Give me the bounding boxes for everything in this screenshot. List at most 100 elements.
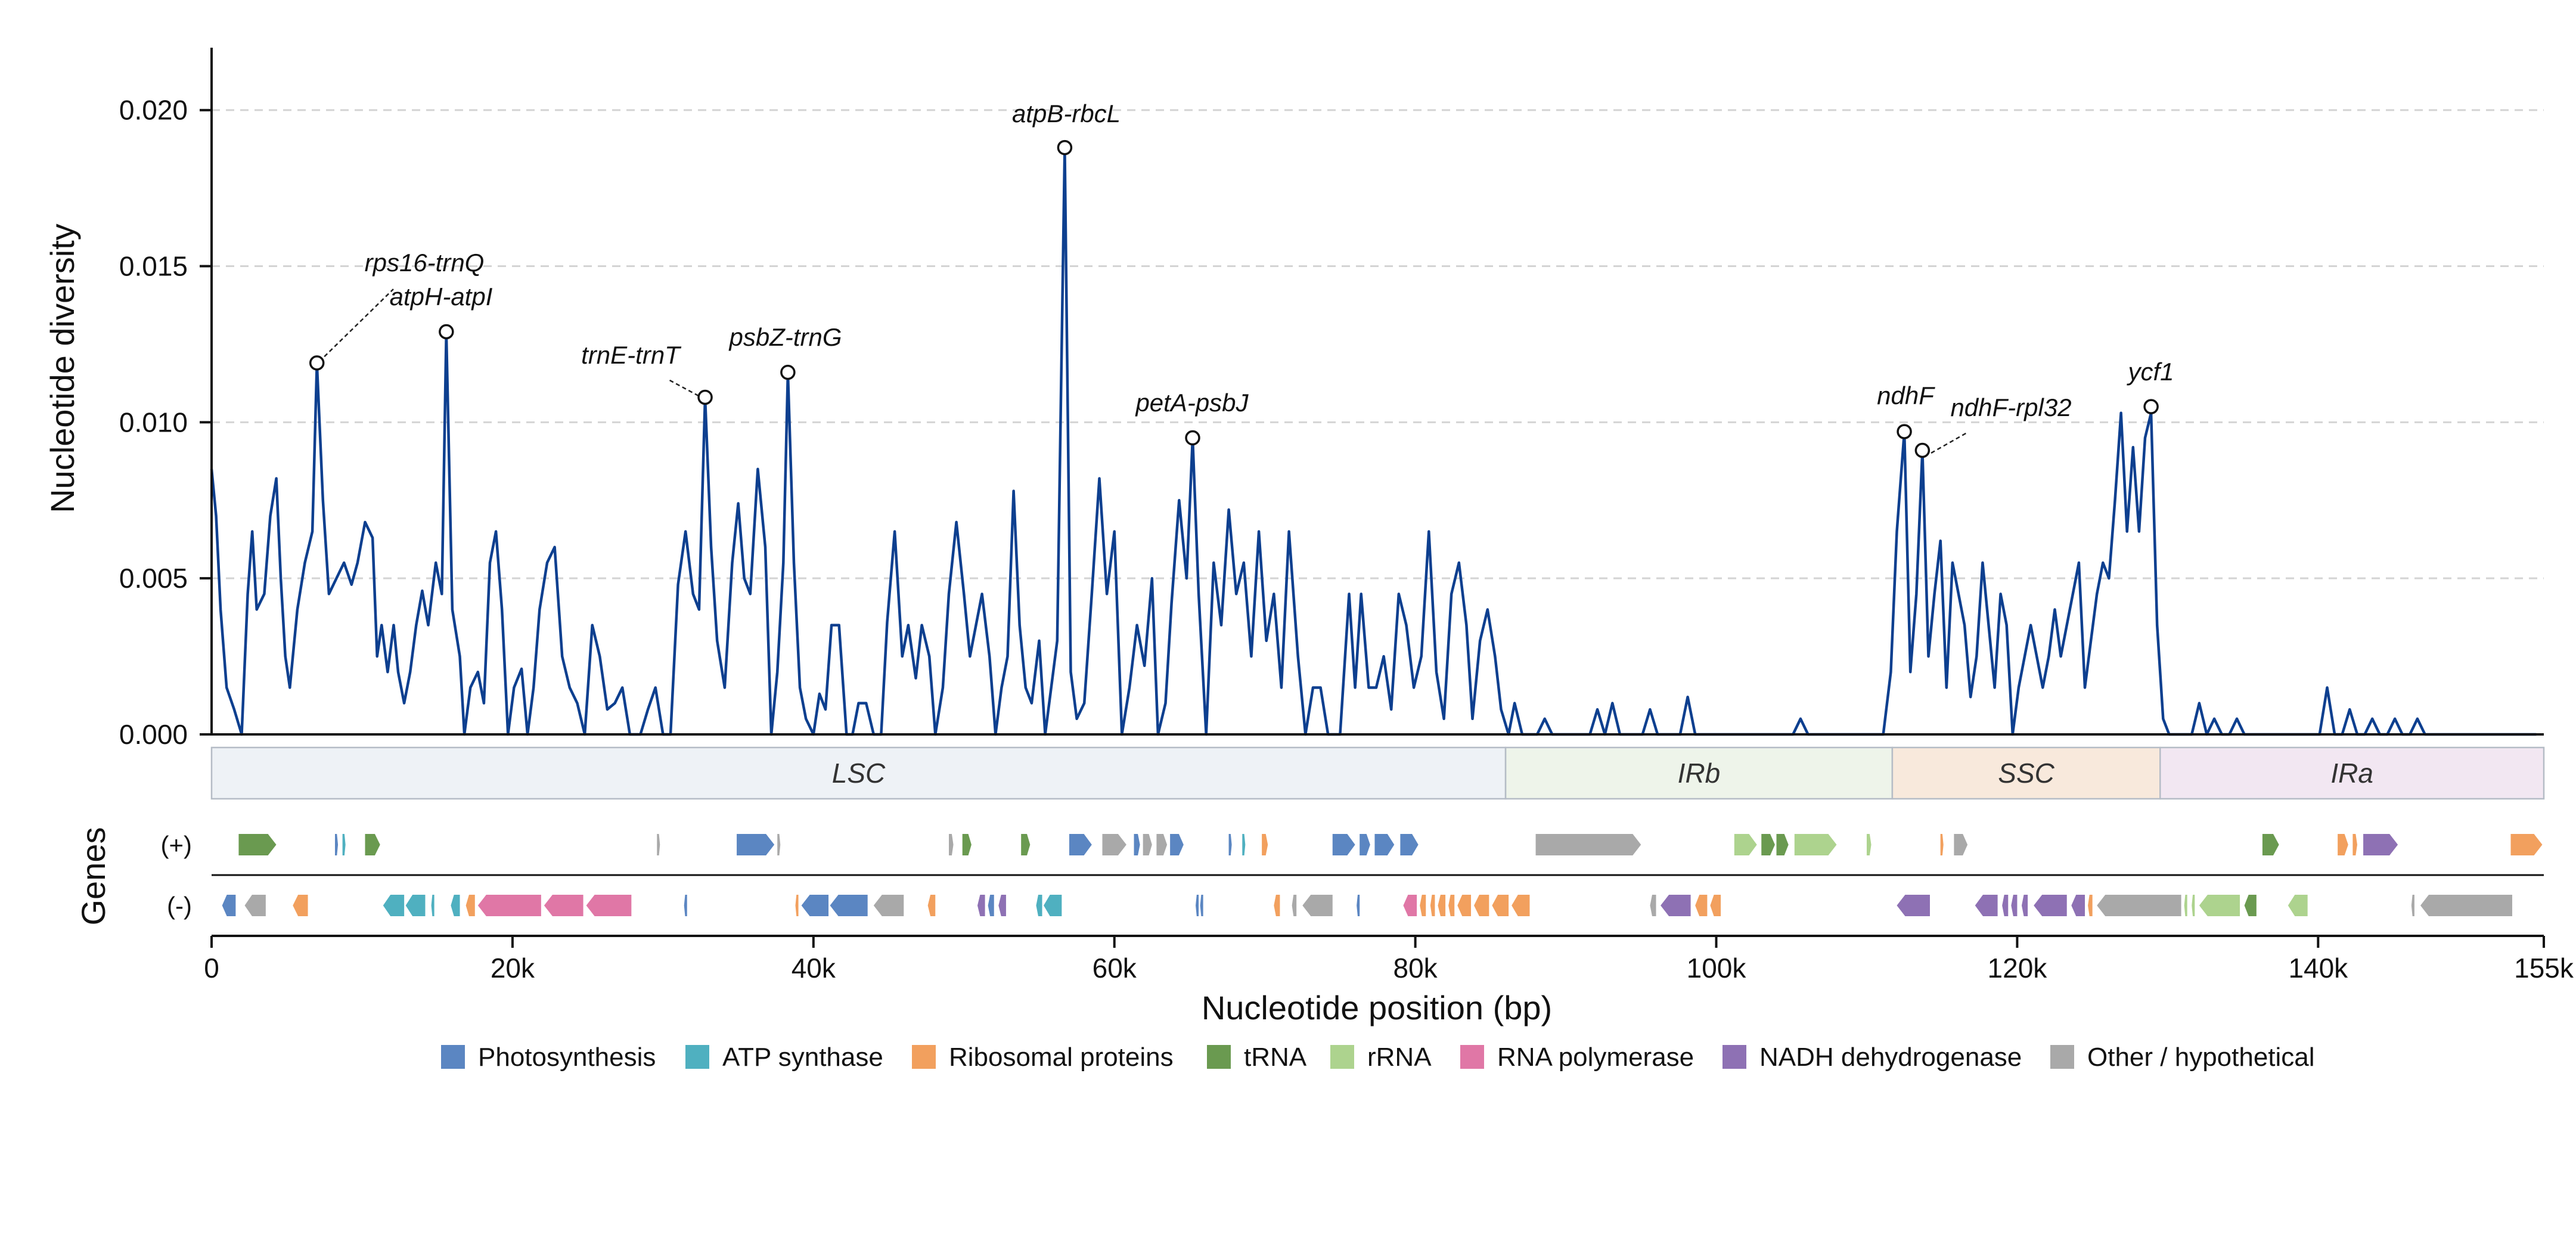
gene-block	[1332, 834, 1355, 855]
legend-swatch	[441, 1045, 465, 1069]
gene-block	[1292, 895, 1297, 916]
gene-block	[586, 895, 632, 916]
legend-swatch	[1330, 1045, 1354, 1069]
legend-label: Photosynthesis	[478, 1043, 656, 1072]
gene-block	[657, 834, 660, 855]
x-axis-title: Nucleotide position (bp)	[1202, 989, 1552, 1026]
legend-swatch	[1460, 1045, 1484, 1069]
gene-block	[244, 895, 266, 916]
peak-marker	[697, 389, 713, 405]
gene-block	[1650, 895, 1656, 916]
gene-block	[405, 895, 426, 916]
gene-block	[1940, 834, 1944, 855]
gene-block	[684, 895, 687, 916]
peak-label: ndhF	[1877, 382, 1935, 410]
gene-block	[977, 895, 985, 916]
gene-block	[1069, 834, 1092, 855]
gene-block	[962, 834, 972, 855]
region-label: LSC	[832, 758, 886, 789]
diversity-line	[210, 146, 2537, 736]
gene-block	[927, 895, 936, 916]
gene-block	[1196, 895, 1199, 916]
gene-block	[1357, 895, 1360, 916]
x-tick-label: 80k	[1393, 953, 1438, 984]
legend-label: Other / hypothetical	[2087, 1043, 2315, 1072]
x-tick-label: 155k	[2514, 953, 2574, 984]
gene-block	[431, 895, 434, 916]
gene-block	[1695, 895, 1708, 916]
y-tick-label: 0.010	[119, 407, 188, 438]
strand-label: (+)	[161, 831, 193, 859]
gene-block	[1262, 834, 1268, 855]
x-tick-label: 100k	[1687, 953, 1747, 984]
legend-swatch	[912, 1045, 936, 1069]
gene-block	[1021, 834, 1031, 855]
peak-label: atpH-atpI	[390, 283, 493, 311]
gene-block	[238, 834, 277, 855]
strand-label: (-)	[167, 892, 192, 920]
gene-block	[1761, 834, 1775, 855]
peak-marker	[2143, 399, 2159, 414]
gene-block	[2288, 895, 2308, 916]
gene-block	[2088, 895, 2093, 916]
gene-block	[1438, 895, 1446, 916]
gene-block	[1400, 834, 1419, 855]
gene-block	[2411, 895, 2414, 916]
gene-block	[2011, 895, 2018, 916]
gene-block	[342, 834, 346, 855]
gene-block	[1512, 895, 1530, 916]
gene-block	[1954, 834, 1968, 855]
legend-label: tRNA	[1244, 1043, 1307, 1072]
legend-swatch	[1207, 1045, 1231, 1069]
peak-label: psbZ-trnG	[728, 323, 842, 351]
gene-block	[2510, 834, 2543, 855]
x-tick-label: 40k	[792, 953, 836, 984]
peak-label: rps16-trnQ	[365, 249, 485, 277]
gene-block	[1374, 834, 1395, 855]
peak-marker	[1057, 139, 1073, 156]
genes-axis-title: Genes	[75, 827, 112, 926]
legend-label: NADH dehydrogenase	[1759, 1043, 2022, 1072]
axes: 0.000 0.005 0.010 0.015 0.020 0 20k 40k 60k 80k 10…	[119, 48, 2574, 984]
region-label: IRb	[1678, 758, 1721, 789]
gene-block	[1535, 834, 1641, 855]
gene-block	[2363, 834, 2398, 855]
gene-block	[1274, 895, 1280, 916]
gene-block	[335, 834, 339, 855]
legend-label: rRNA	[1367, 1043, 1432, 1072]
gene-block	[1403, 895, 1417, 916]
gridlines	[212, 109, 2544, 579]
gene-block	[1200, 895, 1203, 916]
gene-block	[2071, 895, 2085, 916]
gene-block	[1457, 895, 1472, 916]
region-block	[1891, 746, 2161, 800]
gene-block	[2002, 895, 2009, 916]
peak-label: petA-psbJ	[1134, 389, 1249, 417]
gene-block	[795, 895, 799, 916]
gene-block	[383, 895, 405, 916]
gene-block	[465, 895, 475, 916]
gene-block	[1734, 834, 1757, 855]
gene-block	[2021, 895, 2028, 916]
y-tick-label: 0.015	[119, 251, 188, 282]
peak-label: atpB-rbcL	[1012, 100, 1121, 128]
gene-block	[873, 895, 904, 916]
y-tick-label: 0.020	[119, 95, 188, 126]
gene-block	[949, 834, 954, 855]
legend-label: RNA polymerase	[1497, 1043, 1694, 1072]
gene-block	[1170, 834, 1184, 855]
gene-block	[801, 895, 829, 916]
gene-block	[477, 895, 541, 916]
gene-block	[1776, 834, 1789, 855]
region-block	[1504, 746, 1894, 800]
gene-block	[998, 895, 1006, 916]
legend-label: ATP synthase	[722, 1043, 883, 1072]
gene-block	[2262, 834, 2279, 855]
peak-label: trnE-trnT	[581, 341, 682, 369]
gene-block	[1897, 895, 1930, 916]
gene-block	[2192, 895, 2195, 916]
x-tick-label: 20k	[491, 953, 535, 984]
region-label: IRa	[2330, 758, 2373, 789]
gene-block	[2352, 834, 2357, 855]
